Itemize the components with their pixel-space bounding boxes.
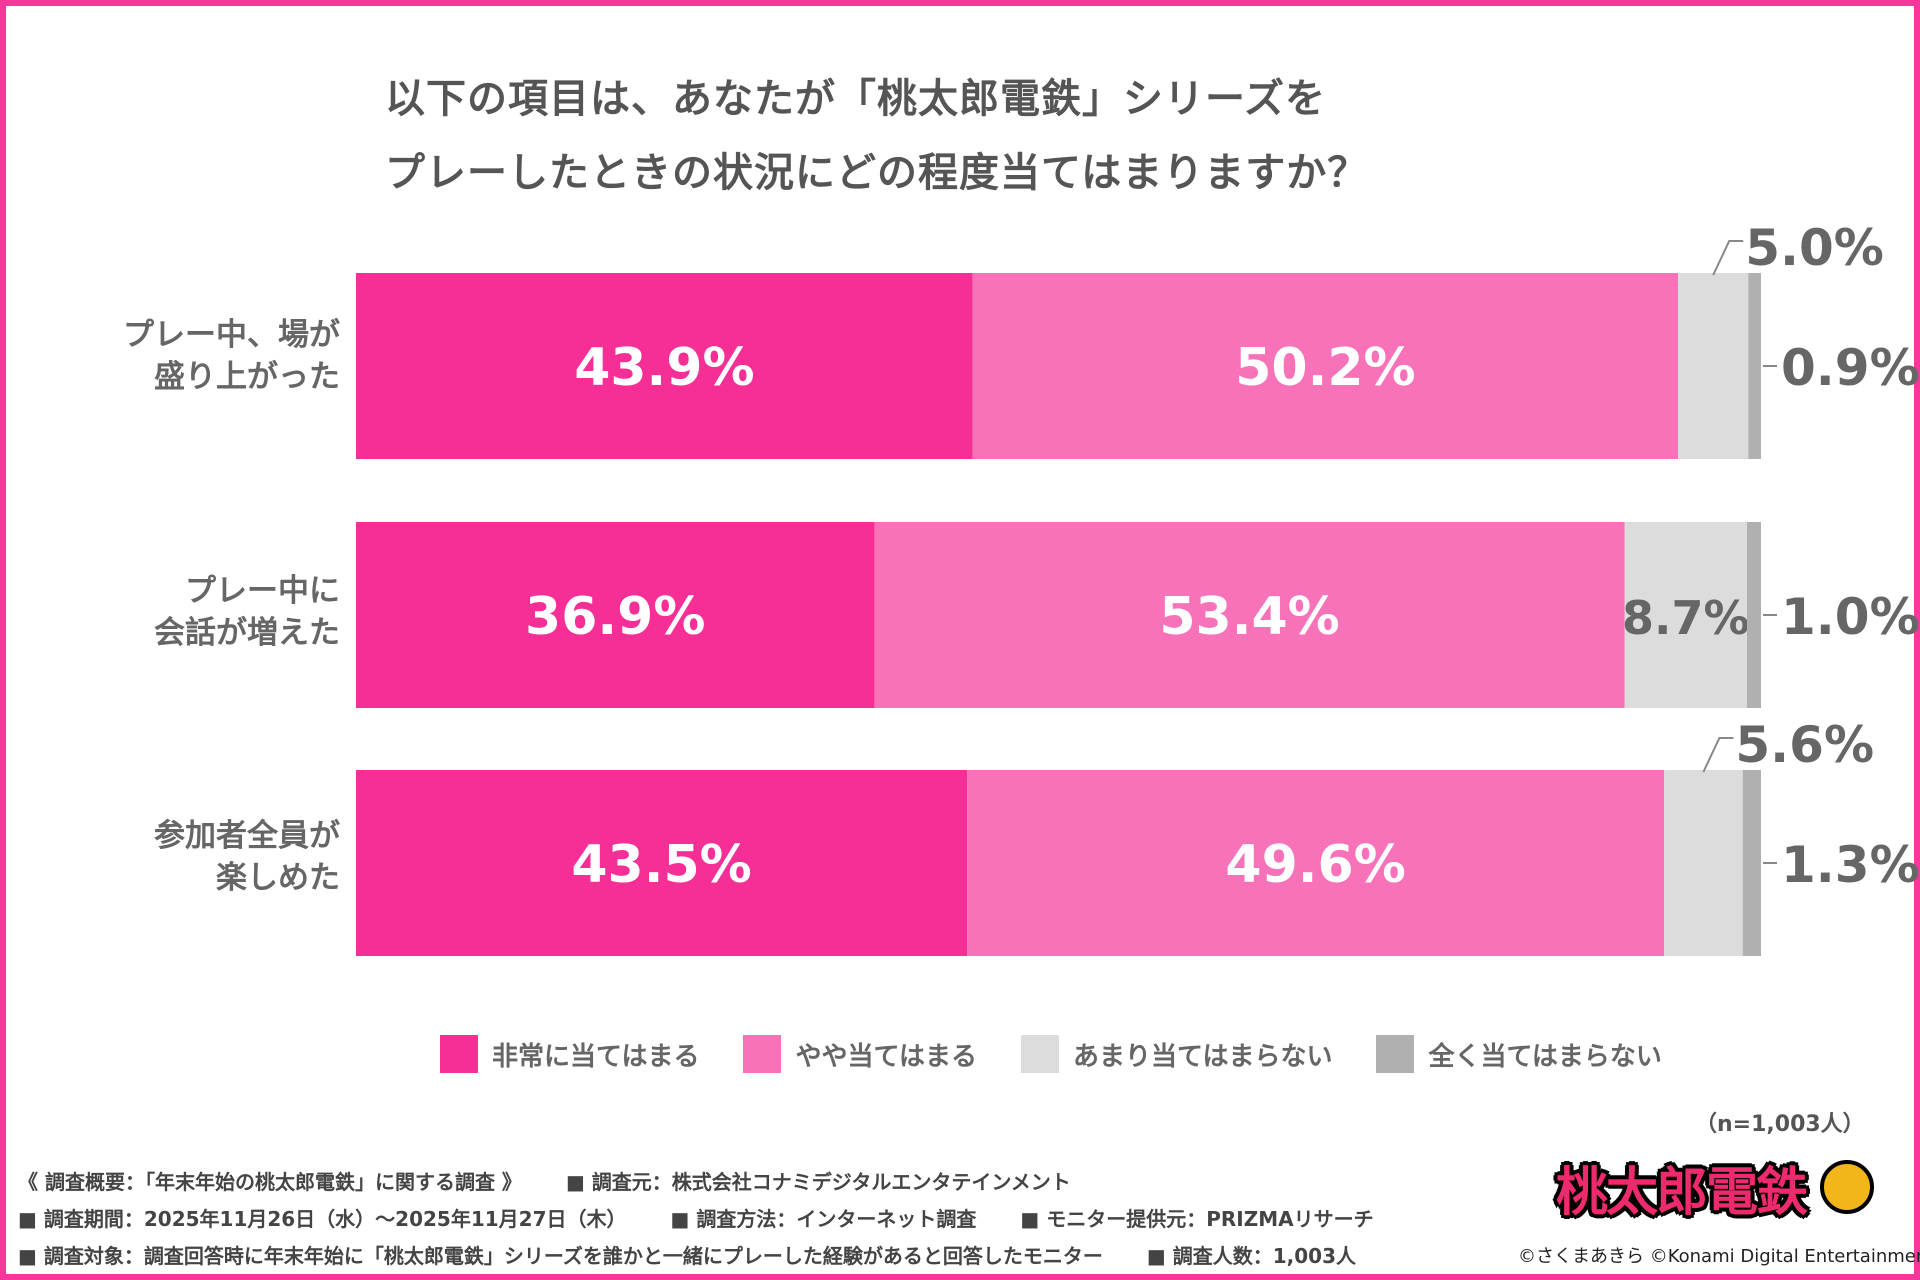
data-label: 8.7%	[1622, 591, 1750, 645]
legend: 非常に当てはまる やや当てはまる あまり当てはまらない 全く当てはまらない	[440, 1035, 1662, 1073]
data-label: 43.9%	[574, 338, 754, 398]
peach-emblem-icon	[1820, 1160, 1874, 1214]
survey-period: ■ 調査期間：2025年11月26日（水）～2025年11月27日（木）	[18, 1207, 627, 1231]
category-label-3: 参加者全員が 楽しめた	[60, 815, 340, 899]
data-label: 5.0%	[1745, 219, 1884, 277]
survey-method: ■ 調査方法：インターネット調査	[670, 1207, 977, 1231]
data-label: 1.0%	[1781, 588, 1920, 646]
legend-swatch	[1376, 1035, 1415, 1073]
survey-overview: 《 調査概要：「年末年始の桃太郎電鉄」に関する調査 》	[18, 1170, 522, 1194]
category-label-line: 参加者全員が	[154, 818, 340, 854]
footer-line-1: 《 調査概要：「年末年始の桃太郎電鉄」に関する調査 》 ■ 調査元：株式会社コナミ…	[18, 1166, 1115, 1195]
chart-title-line-1: 以下の項目は、あなたが「桃太郎電鉄」シリーズを	[385, 76, 1326, 122]
legend-swatch	[440, 1035, 478, 1073]
category-label-1: プレー中、場が 盛り上がった	[60, 314, 340, 398]
legend-label: やや当てはまる	[795, 1041, 977, 1072]
data-label: 50.2%	[1235, 338, 1415, 398]
data-label: 0.9%	[1781, 339, 1920, 397]
momotetsu-logo: 桃太郎電鉄	[1556, 1163, 1808, 1223]
data-label: 5.6%	[1735, 716, 1874, 774]
bar-segment	[356, 273, 973, 459]
data-label: 43.5%	[571, 835, 751, 895]
bar-segment	[1664, 770, 1743, 956]
category-label-2: プレー中に 会話が増えた	[60, 570, 340, 654]
survey-source: ■ 調査元：株式会社コナミデジタルエンタテインメント	[565, 1170, 1071, 1194]
legend-item: 非常に当てはまる	[440, 1035, 699, 1073]
data-label: 53.4%	[1159, 587, 1339, 647]
bar-segment	[1746, 522, 1761, 708]
stacked-bar-chart: 43.9% 50.2% 5.0% 0.9% 36.9% 53.4% 8.7% 1.0% 43.5…	[356, 219, 1920, 956]
survey-count: ■ 調査人数：1,003人	[1146, 1244, 1356, 1268]
legend-label: あまり当てはまらない	[1072, 1041, 1333, 1072]
bar-segment	[356, 770, 968, 956]
monitor-provider: ■ モニター提供元：PRIZMAリサーチ	[1020, 1207, 1374, 1231]
legend-label: 非常に当てはまる	[492, 1041, 700, 1072]
data-label: 1.3%	[1781, 836, 1920, 894]
survey-target: ■ 調査対象：調査回答時に年末年始に「桃太郎電鉄」シリーズを誰かと一緒にプレーし…	[18, 1244, 1103, 1268]
bar-segment	[972, 273, 1679, 459]
legend-swatch	[1020, 1035, 1059, 1073]
chart-title-line-2: プレーしたときの状況にどの程度当てはまりますか？	[385, 150, 1369, 196]
footer-line-2: ■ 調査期間：2025年11月26日（水）～2025年11月27日（木） ■ 調査…	[18, 1203, 1418, 1232]
bar-segment	[356, 522, 875, 708]
category-label-line: 盛り上がった	[154, 359, 340, 395]
bar-segment	[1678, 273, 1749, 459]
data-label: 36.9%	[525, 587, 705, 647]
legend-label: 全く当てはまらない	[1428, 1041, 1662, 1072]
leader-line	[1702, 737, 1734, 773]
category-label-line: プレー中、場が	[123, 317, 340, 353]
bar-segment	[1748, 273, 1761, 459]
data-label: 49.6%	[1225, 835, 1405, 895]
bar-segment	[874, 522, 1625, 708]
chart-title: 以下の項目は、あなたが「桃太郎電鉄」シリーズを プレーしたときの状況にどの程度当…	[385, 62, 1368, 210]
leader-line	[1712, 240, 1744, 276]
bar-segment	[967, 770, 1665, 956]
footer-line-3: ■ 調査対象：調査回答時に年末年始に「桃太郎電鉄」シリーズを誰かと一緒にプレーし…	[18, 1240, 1400, 1269]
legend-item: あまり当てはまらない	[1020, 1035, 1333, 1073]
category-label-line: プレー中に	[185, 573, 340, 609]
category-label-line: 会話が増えた	[154, 615, 340, 651]
legend-item: 全く当てはまらない	[1376, 1035, 1662, 1073]
legend-swatch	[743, 1035, 782, 1073]
legend-item: やや当てはまる	[743, 1035, 977, 1073]
copyright: ©さくまあきら ©Konami Digital Entertainment	[1518, 1246, 1920, 1267]
category-label-line: 楽しめた	[216, 860, 340, 896]
sample-size-note: （n=1,003人）	[1695, 1112, 1865, 1137]
bar-segment	[1742, 770, 1761, 956]
bar-segment	[1624, 522, 1747, 708]
